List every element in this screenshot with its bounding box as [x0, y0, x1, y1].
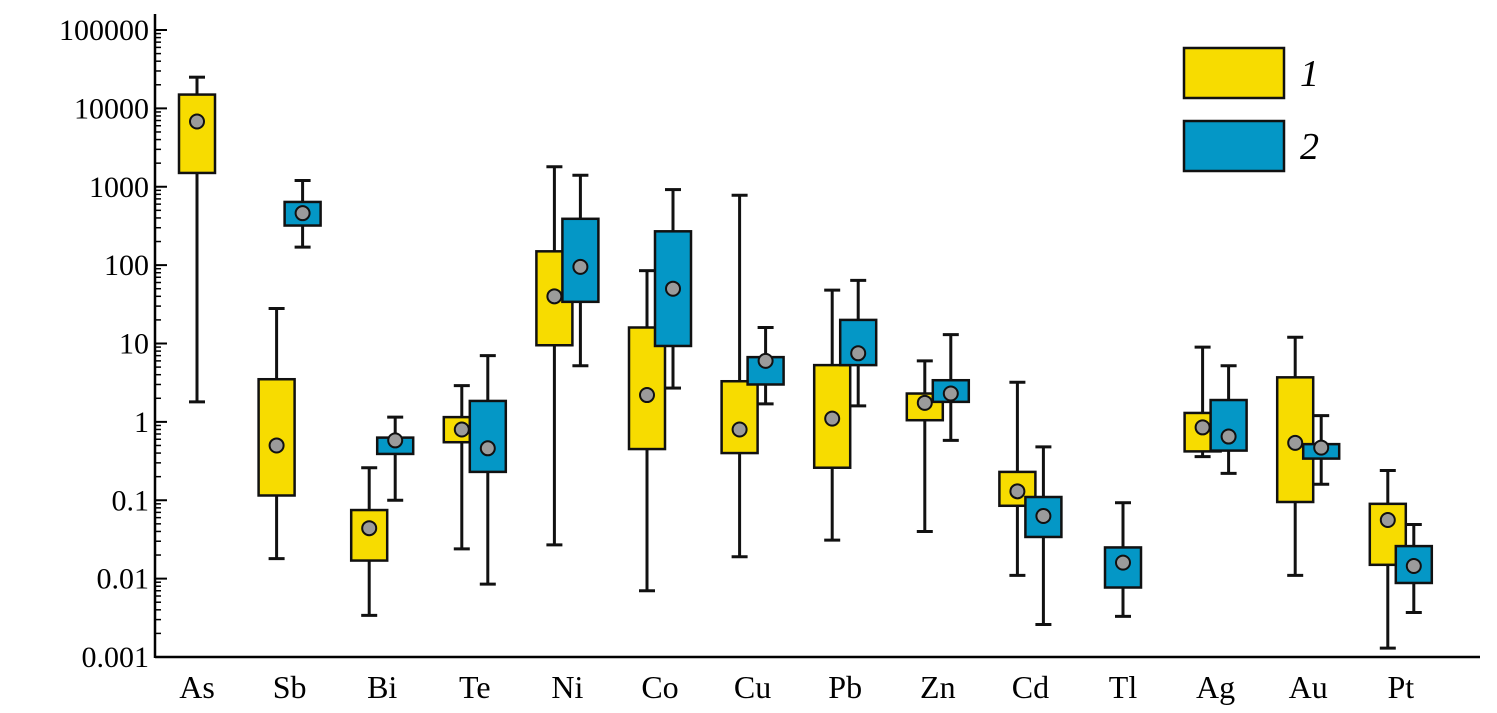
box-iqr	[257, 377, 296, 497]
median-marker	[639, 387, 655, 404]
legend-swatch-2	[1182, 119, 1286, 173]
box-iqr	[627, 326, 667, 451]
x-tick-label: Ni	[551, 669, 583, 705]
box-Ni-series-2	[561, 173, 600, 368]
median-marker	[546, 288, 563, 305]
box-Tl-series-2	[1103, 501, 1143, 618]
box-Sb-series-2	[283, 179, 322, 249]
box-iqr	[812, 363, 852, 469]
median-marker	[1313, 439, 1330, 456]
median-marker	[916, 394, 933, 411]
x-tick-label: Cu	[734, 669, 771, 705]
box-Bi-series-1	[349, 466, 389, 617]
y-tick-label: 10	[119, 328, 149, 361]
x-tick-label: Cd	[1012, 669, 1049, 705]
median-marker	[387, 432, 404, 449]
box-iqr	[1275, 376, 1315, 504]
x-tick-label: Ag	[1196, 669, 1235, 705]
median-marker	[1009, 483, 1026, 500]
y-tick-label: 0.01	[97, 563, 150, 596]
x-tick-label: As	[179, 669, 215, 705]
median-marker	[572, 258, 589, 275]
x-tick-label: Pt	[1387, 669, 1414, 705]
x-tick-label: Au	[1289, 669, 1328, 705]
box-Pt-series-2	[1394, 523, 1434, 614]
median-marker	[189, 113, 205, 130]
x-tick-label: Bi	[367, 669, 397, 705]
median-marker	[453, 421, 470, 438]
median-marker	[1405, 557, 1422, 574]
median-marker	[294, 205, 311, 222]
box-Zn-series-2	[931, 333, 971, 442]
box-series	[177, 75, 1434, 650]
median-marker	[361, 520, 378, 537]
median-marker	[1287, 434, 1304, 451]
box-As-series-1	[177, 75, 217, 404]
y-tick-label: 0.1	[112, 484, 150, 517]
box-Au-series-1	[1275, 335, 1315, 577]
box-iqr	[720, 379, 759, 455]
box-Sb-series-1	[257, 306, 296, 561]
median-marker	[1115, 554, 1131, 571]
box-Bi-series-2	[375, 415, 415, 502]
median-marker	[1379, 511, 1396, 528]
x-tick-label: Pb	[828, 669, 862, 705]
box-iqr	[1103, 546, 1143, 589]
box-Au-series-2	[1301, 414, 1341, 486]
box-Pb-series-1	[812, 288, 852, 542]
axes	[153, 14, 1480, 659]
x-tick-label: Tl	[1109, 669, 1138, 705]
box-iqr	[468, 399, 508, 474]
y-tick-label: 100000	[59, 14, 149, 47]
y-tick-label: 1	[134, 406, 149, 439]
median-marker	[268, 437, 285, 454]
box-Ag-series-2	[1209, 364, 1248, 475]
median-marker	[479, 440, 496, 457]
median-marker	[942, 385, 959, 402]
x-tick-label: Te	[459, 669, 491, 705]
y-axis-ticks: 100000 10000 1000 100 10 1 0.1 0.01 0.001	[59, 14, 167, 674]
x-tick-label: Sb	[273, 669, 307, 705]
box-Cd-series-1	[998, 380, 1037, 577]
box-Zn-series-1	[905, 359, 945, 533]
median-marker	[824, 410, 841, 427]
y-tick-label: 1000	[89, 171, 149, 204]
median-marker	[850, 345, 867, 362]
y-tick-label: 10000	[74, 92, 149, 125]
median-marker	[665, 280, 681, 297]
legend-label-2: 2	[1300, 126, 1319, 168]
box-iqr	[177, 93, 217, 175]
legend-swatch-1	[1182, 46, 1286, 100]
y-tick-label: 0.001	[82, 641, 150, 674]
median-marker	[731, 421, 748, 438]
box-Co-series-1	[627, 269, 667, 593]
median-marker	[1035, 507, 1052, 524]
median-marker	[1194, 419, 1211, 436]
box-Cu-series-2	[746, 326, 785, 406]
legend-label-1: 1	[1300, 53, 1319, 95]
box-Pb-series-2	[838, 278, 878, 408]
median-marker	[757, 352, 774, 369]
legend: 12	[1182, 46, 1319, 173]
y-tick-label: 100	[104, 249, 149, 282]
x-axis-labels: As Sb Bi Te Ni Co Cu Pb Zn Cd Tl Ag Au Pt	[179, 669, 1414, 705]
box-Cu-series-1	[720, 193, 759, 559]
box-Te-series-2	[468, 354, 508, 586]
box-Cd-series-2	[1024, 445, 1063, 626]
x-tick-label: Zn	[920, 669, 956, 705]
median-marker	[1220, 428, 1237, 445]
box-Co-series-2	[653, 188, 693, 390]
x-tick-label: Co	[641, 669, 678, 705]
